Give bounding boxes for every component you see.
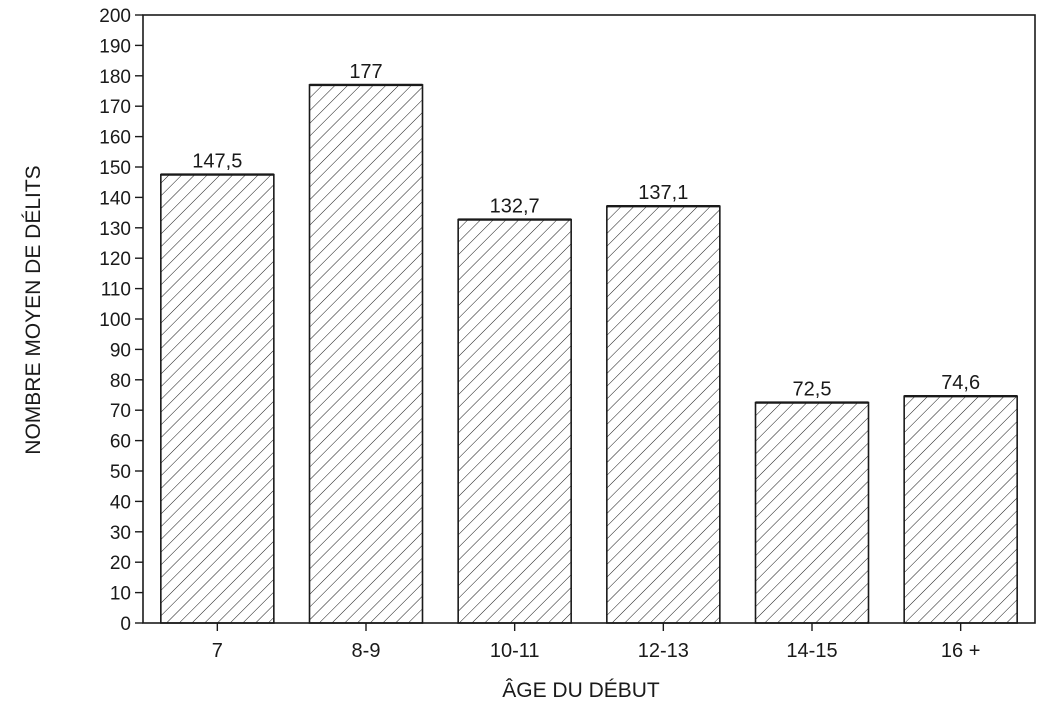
bar [457, 218, 572, 624]
bars-group [160, 83, 1018, 624]
bar-value-label: 132,7 [490, 196, 540, 218]
y-tick-label: 120 [99, 249, 131, 270]
y-tick-label: 180 [99, 67, 131, 88]
y-tick-label: 90 [110, 340, 131, 361]
y-tick-label: 110 [101, 280, 131, 301]
axes-group: 0 10 20 30 40 50 60 70 80 90 100 110 120 130 140 150 160… [99, 6, 1036, 635]
y-tick-label: 20 [110, 553, 131, 574]
y-tick-label: 70 [110, 401, 131, 422]
y-tick-label: 30 [110, 523, 131, 544]
y-tick-label: 50 [110, 462, 131, 483]
y-tick-label: 130 [99, 219, 131, 240]
y-tick-label: 170 [99, 97, 131, 118]
bar-value-label: 74,6 [941, 372, 980, 394]
y-tick-label: 0 [120, 614, 131, 635]
bar-value-label: 177 [349, 61, 382, 83]
y-tick-label: 10 [110, 584, 131, 605]
y-tick-label: 60 [110, 432, 131, 453]
bar [606, 205, 721, 624]
bar-value-label: 72,5 [793, 379, 832, 401]
x-tick-label: 7 [212, 640, 223, 662]
y-tick-label: 190 [99, 36, 131, 57]
y-tick-label: 100 [99, 310, 131, 331]
bar [160, 173, 275, 624]
y-axis-title: NOMBRE MOYEN DE DÉLITS [22, 165, 45, 454]
x-tick-label: 16 + [941, 640, 980, 662]
y-tick-label: 40 [110, 492, 131, 513]
y-tick-label: 150 [99, 158, 131, 179]
x-tick-label: 8-9 [352, 640, 381, 662]
x-tick-label: 14-15 [786, 640, 837, 662]
bar [308, 84, 424, 624]
bar [754, 401, 870, 624]
bar-value-label: 137,1 [638, 182, 688, 204]
y-tick-label: 200 [99, 6, 131, 27]
x-tick-label: 10-11 [490, 640, 540, 662]
x-tick-label: 12-13 [638, 640, 689, 662]
y-tick-label: 160 [99, 128, 131, 149]
plot-frame [142, 14, 1036, 624]
bar [903, 395, 1018, 624]
y-tick-label: 140 [99, 188, 131, 209]
x-axis-title: ÂGE DU DÉBUT [502, 679, 660, 702]
bar-value-label: 147,5 [192, 151, 242, 173]
labels-group: 147,5 7 177 8-9 132,7 10-11 137,1 12-13 72,5 14-1… [192, 61, 980, 662]
y-tick-label: 80 [110, 371, 131, 392]
